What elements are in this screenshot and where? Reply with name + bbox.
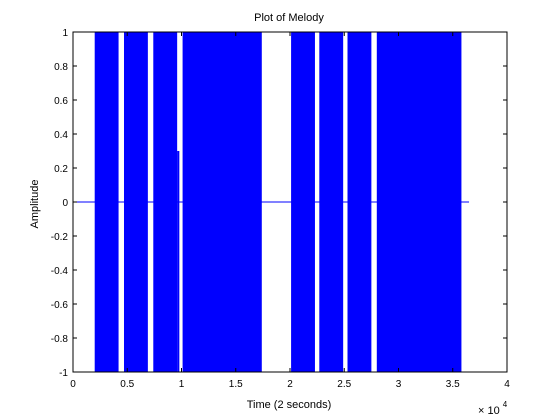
y-tick-label: 0.2 — [54, 164, 68, 175]
x-tick-label: 4 — [504, 379, 510, 390]
chart-title: Plot of Melody — [254, 12, 324, 24]
y-tick-label: 0 — [62, 198, 68, 209]
x-axis-scale-exponent: 4 — [503, 400, 508, 409]
y-tick-label: 0.8 — [54, 62, 68, 73]
x-axis-scale-label: × 10 4 — [478, 400, 508, 417]
series-layer — [73, 32, 470, 372]
x-tick-label: 1.5 — [229, 379, 243, 390]
y-axis-label: Amplitude — [29, 180, 41, 229]
x-axis-scale-base: × 10 — [478, 405, 500, 417]
x-tick-label: 2 — [287, 379, 293, 390]
x-tick-label: 0.5 — [120, 379, 134, 390]
y-axis-ticks: -1 -0.8 -0.6 -0.4 -0.2 0 0.2 0.4 0.6 0.8 1 — [51, 28, 507, 379]
y-tick-label: -0.4 — [51, 266, 69, 277]
x-tick-label: 1 — [179, 379, 185, 390]
y-tick-label: 0.6 — [54, 96, 68, 107]
x-axis-label: Time (2 seconds) — [247, 399, 332, 411]
x-tick-label: 3.5 — [446, 379, 460, 390]
y-tick-label: -0.8 — [51, 334, 69, 345]
y-tick-label: 1 — [62, 28, 68, 39]
waveform-segment-4 — [177, 151, 180, 372]
y-tick-label: 0.4 — [54, 130, 68, 141]
y-tick-label: -0.6 — [51, 300, 69, 311]
x-tick-label: 0 — [70, 379, 76, 390]
plot-area — [72, 31, 508, 373]
y-tick-label: -0.2 — [51, 232, 69, 243]
x-axis-ticks: 0 0.5 1 1.5 2 2.5 3 3.5 4 — [70, 32, 510, 390]
x-tick-label: 2.5 — [337, 379, 351, 390]
y-tick-label: -1 — [59, 368, 68, 379]
x-tick-label: 3 — [396, 379, 402, 390]
